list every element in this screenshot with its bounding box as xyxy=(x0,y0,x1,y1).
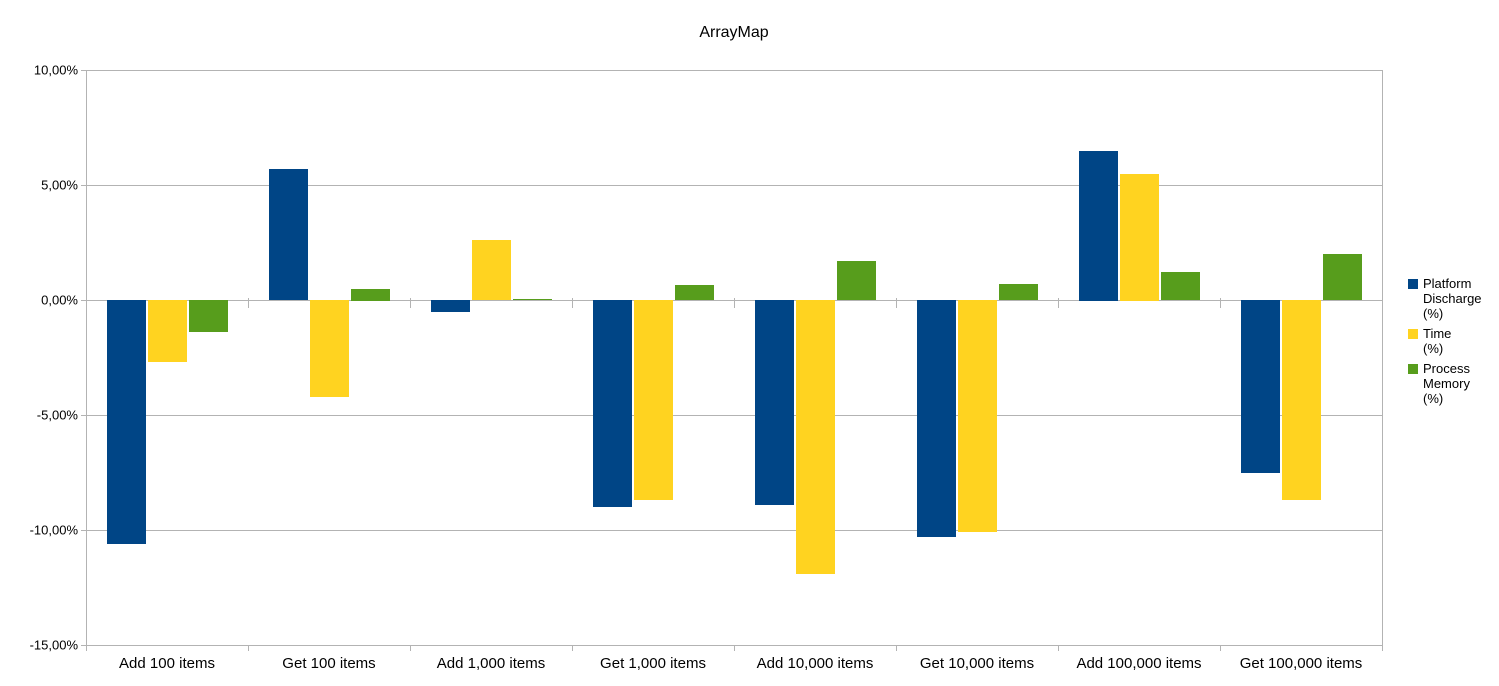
y-gridline xyxy=(86,185,1382,186)
y-axis-label: -10,00% xyxy=(29,522,78,538)
x-category-label: Add 100 items xyxy=(119,655,215,672)
x-axis-tick xyxy=(86,298,87,308)
y-gridline xyxy=(86,530,1382,531)
x-category-label: Get 10,000 items xyxy=(919,655,1035,672)
y-gridline xyxy=(86,415,1382,416)
bar-process-memory xyxy=(999,284,1038,300)
legend-swatch-icon xyxy=(1408,279,1418,289)
plot-right-border xyxy=(1382,70,1383,645)
bar-process-memory xyxy=(837,261,876,300)
x-category-label: Get 100,000 items xyxy=(1239,655,1363,672)
y-axis-label: 10,00% xyxy=(33,62,78,78)
bar-time xyxy=(1120,174,1159,301)
bar-process-memory xyxy=(351,289,390,301)
x-axis-tick xyxy=(1220,298,1221,308)
x-axis-boundary-tick xyxy=(1220,645,1221,651)
x-axis-boundary-tick xyxy=(734,645,735,651)
y-gridline xyxy=(86,70,1382,71)
y-axis-tick xyxy=(81,185,86,186)
bar-time xyxy=(958,300,997,532)
y-axis-label: -5,00% xyxy=(36,407,78,423)
legend-swatch-icon xyxy=(1408,329,1418,339)
x-axis-boundary-tick xyxy=(896,645,897,651)
legend-label: (%) xyxy=(1423,306,1444,321)
legend-label: Memory xyxy=(1423,376,1470,391)
legend-label: Time xyxy=(1423,326,1452,341)
bar-process-memory xyxy=(513,299,552,300)
bar-platform-discharge xyxy=(431,300,470,312)
x-category-label: Get 100 items xyxy=(282,655,376,672)
legend-label: Process xyxy=(1423,361,1470,376)
bar-process-memory xyxy=(1161,272,1200,300)
y-axis-tick xyxy=(81,415,86,416)
bar-platform-discharge xyxy=(1079,151,1118,301)
y-axis-label: -15,00% xyxy=(29,637,78,653)
y-axis-label: 5,00% xyxy=(41,177,78,193)
x-axis-boundary-tick xyxy=(572,645,573,651)
y-axis-line xyxy=(86,70,87,645)
bar-platform-discharge xyxy=(1241,300,1280,473)
bar-time xyxy=(634,300,673,500)
chart-title: ArrayMap xyxy=(699,24,769,41)
legend-label: Platform xyxy=(1423,276,1472,291)
bar-time xyxy=(1282,300,1321,500)
x-axis-tick xyxy=(248,298,249,308)
y-axis-tick xyxy=(81,645,86,646)
x-axis-boundary-tick xyxy=(248,645,249,651)
y-axis-tick xyxy=(81,530,86,531)
y-axis-tick xyxy=(81,70,86,71)
x-category-label: Add 100,000 items xyxy=(1076,655,1202,672)
bar-time xyxy=(148,300,187,362)
x-category-label: Add 1,000 items xyxy=(436,655,546,672)
bar-process-memory xyxy=(1323,254,1362,300)
bar-platform-discharge xyxy=(593,300,632,507)
x-axis-tick xyxy=(572,298,573,308)
bar-platform-discharge xyxy=(269,169,308,300)
x-category-label: Get 1,000 items xyxy=(600,655,706,672)
x-axis-tick xyxy=(410,298,411,308)
bar-time xyxy=(310,300,349,397)
legend-label: (%) xyxy=(1423,391,1444,406)
x-axis-boundary-tick xyxy=(1382,645,1383,651)
legend-label: (%) xyxy=(1423,341,1444,356)
x-axis-boundary-tick xyxy=(410,645,411,651)
x-axis-boundary-tick xyxy=(86,645,87,651)
bar-platform-discharge xyxy=(755,300,794,505)
bar-platform-discharge xyxy=(107,300,146,544)
x-axis-tick xyxy=(896,298,897,308)
bar-process-memory xyxy=(189,300,228,332)
bar-time xyxy=(472,240,511,300)
bar-time xyxy=(796,300,835,574)
legend-label: Discharge xyxy=(1423,291,1482,306)
x-category-label: Add 10,000 items xyxy=(756,655,874,672)
legend-item: Process Memory (%) xyxy=(1408,361,1496,406)
legend-swatch-icon xyxy=(1408,364,1418,374)
x-axis-boundary-tick xyxy=(1058,645,1059,651)
x-axis-tick xyxy=(1058,298,1059,308)
y-axis-tick xyxy=(81,300,86,301)
legend-item: Platform Discharge (%) xyxy=(1408,276,1496,321)
legend-item: Time (%) xyxy=(1408,326,1496,356)
x-axis-tick xyxy=(734,298,735,308)
legend: Platform Discharge (%) Time (%) Process Memory… xyxy=(1408,276,1496,411)
bar-process-memory xyxy=(675,285,714,300)
y-axis-label: 0,00% xyxy=(41,292,78,308)
x-axis-tick xyxy=(1382,298,1383,308)
bar-platform-discharge xyxy=(917,300,956,537)
